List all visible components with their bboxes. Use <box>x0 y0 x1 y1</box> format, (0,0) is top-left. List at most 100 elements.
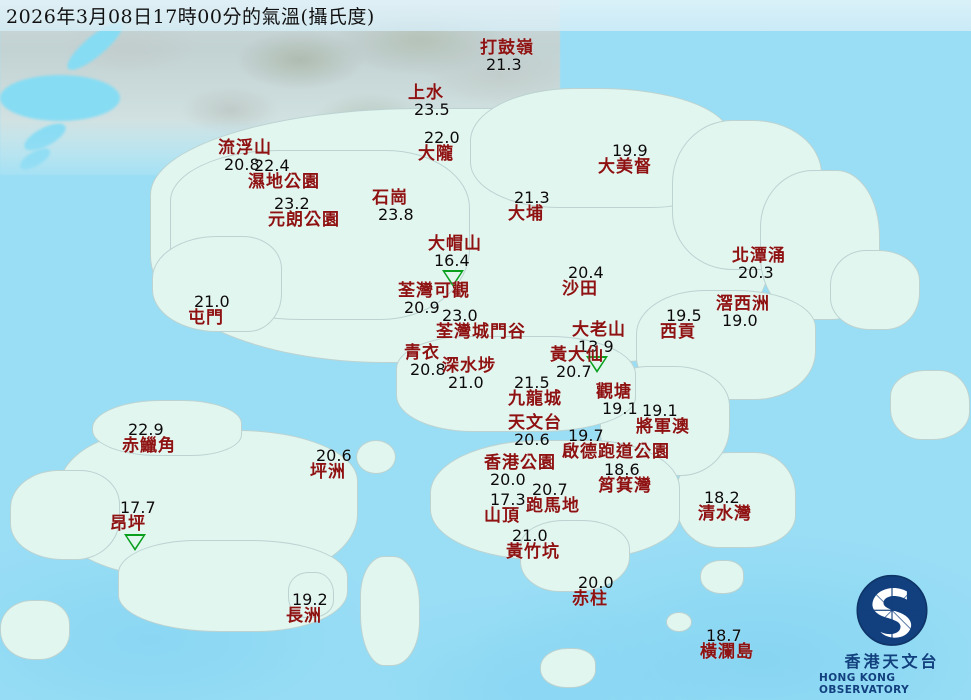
station-label[interactable]: 21.0 黃竹坑 <box>506 528 560 561</box>
station-label[interactable]: 18.7 橫瀾島 <box>700 628 754 661</box>
station-name: 昂坪 <box>110 514 146 534</box>
station-name: 濕地公園 <box>248 172 320 192</box>
station-name: 坪洲 <box>310 462 346 482</box>
station-temperature: 21.3 <box>514 188 550 207</box>
station-name: 北潭涌 <box>732 246 786 266</box>
station-label[interactable]: 青衣 20.8 <box>404 345 446 378</box>
station-temperature: 18.6 <box>604 460 640 479</box>
station-name: 觀塘 <box>596 382 632 402</box>
station-name: 將軍澳 <box>636 417 690 437</box>
station-name: 大帽山 <box>428 234 482 254</box>
station-label[interactable]: 黃大仙 20.7 <box>550 347 604 380</box>
station-label[interactable]: 17.3 山頂 <box>484 492 526 525</box>
station-temperature: 20.6 <box>316 446 352 465</box>
page-title: 2026年3月08日17時00分的氣溫(攝氏度) <box>6 6 375 28</box>
land-lantau-west <box>10 470 120 560</box>
station-temperature: 20.6 <box>514 430 550 449</box>
hko-logo: 香港天文台 HONG KONG OBSERVATORY <box>819 574 965 696</box>
station-label[interactable]: 19.2 長洲 <box>286 592 328 625</box>
station-label[interactable]: 荃灣可觀 20.9 <box>398 283 470 316</box>
station-temperature: 23.2 <box>274 194 310 213</box>
station-temperature: 23.0 <box>442 306 478 325</box>
station-temperature: 20.8 <box>410 360 446 379</box>
station-temperature: 22.4 <box>254 156 290 175</box>
station-label[interactable]: 20.0 赤柱 <box>572 575 614 608</box>
station-label[interactable]: 觀塘 19.1 <box>596 384 638 417</box>
land-po-toi <box>540 648 596 688</box>
station-label[interactable]: 18.2 清水灣 <box>698 490 752 523</box>
station-name: 橫瀾島 <box>700 642 754 662</box>
station-marker-triangle <box>586 356 608 373</box>
land-ne-islet-2 <box>890 370 970 440</box>
station-name: 天文台 <box>508 413 562 433</box>
station-label[interactable]: 香港公園 20.0 <box>484 455 556 488</box>
station-label[interactable]: 打鼓嶺 21.3 <box>480 40 534 73</box>
station-temperature: 22.0 <box>424 128 460 147</box>
station-temperature: 18.7 <box>706 626 742 645</box>
station-label[interactable]: 上水 23.5 <box>408 85 450 118</box>
station-temperature: 21.0 <box>512 526 548 545</box>
station-name: 元朗公園 <box>268 210 340 230</box>
station-name: 沙田 <box>562 279 598 299</box>
station-name: 大老山 <box>572 320 626 340</box>
station-label[interactable]: 19.1 將軍澳 <box>636 403 690 436</box>
station-temperature: 20.7 <box>556 362 592 381</box>
station-name: 香港公園 <box>484 453 556 473</box>
station-label[interactable]: 18.6 筲箕灣 <box>598 462 652 495</box>
station-name: 筲箕灣 <box>598 476 652 496</box>
station-label[interactable]: 21.5 九龍城 <box>508 375 562 408</box>
station-label[interactable]: 滘西洲 19.0 <box>716 296 770 329</box>
station-label[interactable]: 20.4 沙田 <box>562 265 604 298</box>
station-temperature: 13.9 <box>578 337 614 356</box>
station-name: 屯門 <box>188 308 224 328</box>
station-label[interactable]: 19.9 大美督 <box>598 143 652 176</box>
station-temperature: 17.3 <box>490 490 526 509</box>
station-label[interactable]: 23.2 元朗公園 <box>268 196 340 229</box>
station-label[interactable]: 17.7 昂坪 <box>110 500 156 533</box>
station-label[interactable]: 深水埗 21.0 <box>442 358 496 391</box>
station-label[interactable]: 天文台 20.6 <box>508 415 562 448</box>
station-name: 長洲 <box>286 606 322 626</box>
station-label[interactable]: 流浮山 20.8 <box>218 140 272 173</box>
land-kowloon <box>396 336 636 432</box>
station-label[interactable]: 19.5 西貢 <box>660 308 702 341</box>
station-label[interactable]: 大帽山 16.4 <box>428 236 482 269</box>
station-label[interactable]: 21.3 大埔 <box>508 190 550 223</box>
station-label[interactable]: 22.9 赤鱲角 <box>122 422 176 455</box>
land-tung-lung <box>700 560 744 594</box>
station-name: 深水埗 <box>442 356 496 376</box>
station-marker-triangle <box>124 534 146 551</box>
station-name: 黃竹坑 <box>506 542 560 562</box>
land-waglan <box>666 612 692 632</box>
station-name: 石崗 <box>372 188 408 208</box>
land-chek-lap-kok <box>92 400 242 456</box>
station-name: 九龍城 <box>508 389 562 409</box>
station-name: 西貢 <box>660 322 696 342</box>
station-name: 大埔 <box>508 204 544 224</box>
station-label[interactable]: 大老山 13.9 <box>572 322 626 355</box>
station-temperature: 23.5 <box>414 100 450 119</box>
station-label[interactable]: 石崗 23.8 <box>372 190 414 223</box>
hko-name-english: HONG KONG OBSERVATORY <box>819 672 910 696</box>
station-name: 清水灣 <box>698 504 752 524</box>
station-label[interactable]: 20.6 坪洲 <box>310 448 352 481</box>
station-name: 荃灣城門谷 <box>436 322 526 342</box>
station-label[interactable]: 23.0 荃灣城門谷 <box>436 308 526 341</box>
station-temperature: 20.4 <box>568 263 604 282</box>
station-temperature: 21.0 <box>448 373 484 392</box>
hko-name-chinese: 香港天文台 <box>844 652 940 671</box>
station-name: 流浮山 <box>218 138 272 158</box>
station-label[interactable]: 20.7 跑馬地 <box>526 482 580 515</box>
sat-water-1 <box>0 75 120 121</box>
station-temperature: 19.0 <box>722 311 758 330</box>
station-label[interactable]: 22.4 濕地公園 <box>248 158 320 191</box>
station-label[interactable]: 19.7 啟德跑道公園 <box>562 428 670 461</box>
station-label[interactable]: 22.0 大隴 <box>418 130 460 163</box>
station-label[interactable]: 北潭涌 20.3 <box>732 248 786 281</box>
station-temperature: 23.8 <box>378 205 414 224</box>
station-temperature: 19.9 <box>612 141 648 160</box>
station-name: 啟德跑道公園 <box>562 442 670 462</box>
station-label[interactable]: 21.0 屯門 <box>188 294 230 327</box>
station-temperature: 19.7 <box>568 426 604 445</box>
